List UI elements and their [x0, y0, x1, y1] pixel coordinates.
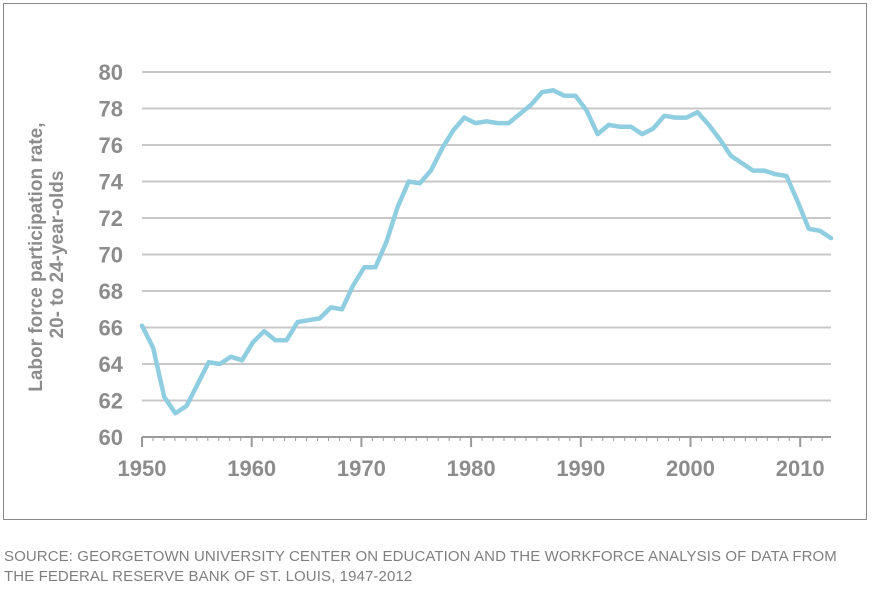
y-tick-label: 64 — [99, 352, 124, 377]
series-layer — [139, 88, 834, 416]
x-axis — [141, 436, 831, 447]
x-tick-label: 1970 — [337, 456, 386, 481]
y-tick-label: 66 — [99, 316, 123, 341]
y-axis-label-line-2: 20- to 24-year-olds — [47, 171, 68, 339]
y-axis-label: Labor force participation rate, 20- to 2… — [26, 117, 68, 392]
y-tick-label: 60 — [99, 425, 123, 450]
x-tick-label: 1980 — [447, 456, 496, 481]
y-tick-label: 80 — [99, 60, 123, 85]
x-tick-labels: 1950 1960 1970 1980 1990 2000 2010 — [118, 456, 825, 481]
source-line-2: THE FEDERAL RESERVE BANK OF ST. LOUIS, 1… — [4, 568, 413, 585]
source-note: SOURCE: GEORGETOWN UNIVERSITY CENTER ON … — [4, 547, 870, 587]
x-tick-label: 1960 — [227, 456, 276, 481]
y-tick-label: 78 — [99, 97, 123, 122]
x-tick-label: 1950 — [118, 456, 167, 481]
x-tick-label: 1990 — [556, 456, 605, 481]
gridlines — [142, 71, 831, 402]
y-tick-label: 76 — [99, 133, 123, 158]
chart-frame: 60 62 64 66 68 70 72 74 76 78 80 1950 1960 1970 1980 1… — [3, 3, 867, 520]
y-tick-label: 70 — [99, 243, 123, 268]
x-tick-label: 2000 — [666, 456, 715, 481]
y-axis-label-line-1: Labor force participation rate, — [26, 123, 47, 392]
source-line-1: SOURCE: GEORGETOWN UNIVERSITY CENTER ON … — [4, 548, 837, 565]
y-tick-label: 62 — [99, 389, 123, 414]
y-tick-labels: 60 62 64 66 68 70 72 74 76 78 80 — [99, 60, 124, 450]
y-tick-label: 72 — [99, 206, 123, 231]
y-tick-label: 74 — [99, 170, 124, 195]
y-tick-label: 68 — [99, 279, 123, 304]
x-tick-label: 2010 — [776, 456, 825, 481]
